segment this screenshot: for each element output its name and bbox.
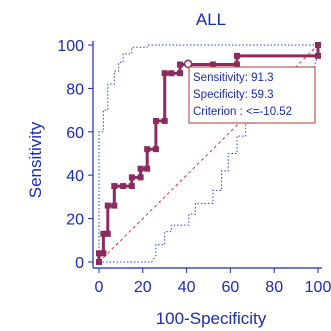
y-tick-label: 100 — [57, 38, 84, 55]
roc-point-marker — [177, 61, 184, 68]
roc-point-marker — [315, 52, 321, 59]
roc-point-marker — [152, 146, 159, 153]
roc-point-marker — [152, 117, 159, 124]
y-tick-label: 40 — [66, 168, 84, 185]
roc-point-marker — [137, 174, 144, 181]
roc-line — [97, 45, 320, 262]
roc-point-marker — [315, 42, 321, 48]
roc-point-marker — [233, 52, 240, 59]
roc-point-marker — [111, 183, 118, 190]
x-tick-label: 100 — [305, 279, 331, 296]
roc-point-marker — [144, 165, 151, 172]
roc-point-marker — [96, 259, 102, 265]
annotation-sensitivity: Sensitivity: 91.3 — [193, 72, 274, 84]
roc-point-marker — [111, 202, 118, 209]
roc-point-marker — [100, 230, 107, 237]
y-tick-label: 20 — [66, 212, 84, 229]
x-tick-label: 40 — [178, 279, 196, 296]
roc-point-marker — [128, 183, 135, 190]
roc-point-marker — [128, 174, 135, 181]
roc-point-marker — [161, 117, 168, 124]
criterion-point — [183, 59, 193, 69]
y-axis-ticks: 0 20 40 60 80 100 — [57, 38, 93, 272]
roc-curve-layer — [96, 42, 321, 265]
y-tick-label: 80 — [66, 81, 84, 98]
chart-title: ALL — [196, 10, 226, 29]
x-tick-label: 60 — [222, 279, 240, 296]
annotation-border — [188, 66, 316, 124]
annotation-criterion: Criterion : <=-10.52 — [193, 106, 292, 118]
roc-point-marker — [161, 70, 168, 77]
x-axis-ticks: 0 20 40 60 80 100 — [95, 268, 331, 296]
y-tick-label: 0 — [75, 255, 84, 272]
roc-point-marker — [209, 61, 216, 68]
y-axis-title: Sensitivity — [26, 121, 45, 198]
x-tick-label: 0 — [95, 279, 104, 296]
roc-point-marker — [137, 165, 144, 172]
y-tick-label: 60 — [66, 125, 84, 142]
annotation-specificity: Specificity: 59.3 — [193, 89, 274, 101]
roc-point-marker — [168, 70, 175, 77]
x-tick-label: 80 — [265, 279, 283, 296]
axes: 0 20 40 60 80 100 0 20 40 60 80 100 — [57, 38, 331, 296]
roc-point-marker — [144, 146, 151, 153]
roc-point-marker — [96, 250, 102, 257]
x-axis-title: 100-Specificity — [156, 309, 267, 328]
roc-point-marker — [104, 230, 111, 237]
roc-point-marker — [120, 183, 127, 190]
roc-point-marker — [100, 250, 107, 257]
roc-point-marker — [177, 70, 184, 77]
ci-upper-line — [98, 44, 318, 262]
x-tick-label: 20 — [134, 279, 152, 296]
roc-point-marker — [233, 61, 240, 68]
roc-point-marker — [104, 202, 111, 209]
criterion-annotation: Sensitivity: 91.3 Specificity: 59.3 Crit… — [188, 66, 316, 124]
